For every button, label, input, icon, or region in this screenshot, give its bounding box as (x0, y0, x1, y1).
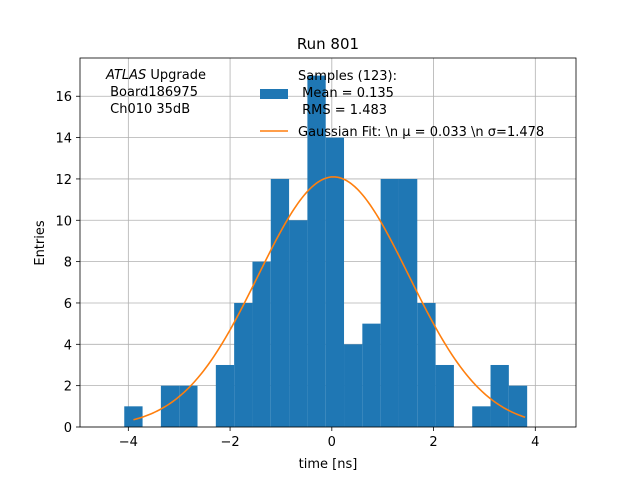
x-tick-label: −4 (119, 435, 138, 450)
x-tick-label: −2 (220, 435, 239, 450)
histogram-bar (380, 178, 399, 427)
y-tick-label: 4 (64, 338, 72, 353)
histogram-bar (289, 220, 308, 427)
y-tick-label: 12 (55, 173, 72, 188)
y-tick-label: 16 (55, 90, 72, 105)
chart-title: Run 801 (297, 35, 359, 53)
legend-fit-label: Gaussian Fit: \n μ = 0.033 \n σ=1.478 (298, 125, 544, 140)
x-tick-label: 0 (328, 435, 336, 450)
histogram-bar (362, 323, 381, 427)
histogram-bar (508, 385, 528, 427)
annotation-line-1: ATLAS Upgrade (105, 68, 206, 83)
y-tick-label: 8 (64, 256, 72, 271)
histogram-bar (307, 75, 326, 428)
y-axis-label: Entries (33, 220, 48, 266)
histogram-bar (325, 137, 345, 427)
legend-histogram-line-3: RMS = 1.483 (298, 103, 387, 118)
y-tick-label: 2 (64, 380, 72, 395)
histogram-bar (270, 178, 290, 427)
histogram-bar (344, 344, 363, 427)
histogram-bar (124, 406, 143, 427)
histogram-bar (215, 364, 235, 427)
histogram-bar (234, 302, 253, 427)
legend-histogram-swatch (260, 89, 288, 99)
y-tick-label: 10 (55, 214, 72, 229)
legend-histogram-line-2: Mean = 0.135 (298, 86, 394, 101)
x-tick-label: 4 (531, 435, 539, 450)
x-tick-label: 2 (429, 435, 437, 450)
histogram-bar (490, 364, 509, 427)
histogram-bar (417, 302, 436, 427)
histogram-bar (398, 178, 418, 427)
y-tick-label: 0 (64, 421, 72, 436)
annotation-line-2: Board186975 (106, 85, 198, 100)
annotation-block: ATLAS Upgrade Board186975 Ch010 35dB (105, 68, 206, 117)
histogram-bars (124, 75, 528, 428)
gaussian-fit-curve (133, 176, 526, 421)
histogram-bar (252, 261, 271, 427)
axis-ticks: −4 −2 0 2 4 0 2 4 6 8 10 12 14 16 (55, 90, 539, 450)
plot-frame (79, 57, 577, 428)
legend: Samples (123): Mean = 0.135 RMS = 1.483 … (260, 69, 544, 140)
x-axis-label: time [ns] (299, 457, 358, 472)
y-tick-label: 14 (55, 132, 72, 147)
histogram-bar (160, 385, 180, 427)
legend-histogram-line-1: Samples (123): (298, 69, 397, 84)
histogram-bar (472, 406, 491, 427)
histogram-bar (435, 364, 454, 427)
annotation-line-3: Ch010 35dB (106, 102, 190, 117)
y-tick-label: 6 (64, 297, 72, 312)
histogram-bar (179, 385, 198, 427)
